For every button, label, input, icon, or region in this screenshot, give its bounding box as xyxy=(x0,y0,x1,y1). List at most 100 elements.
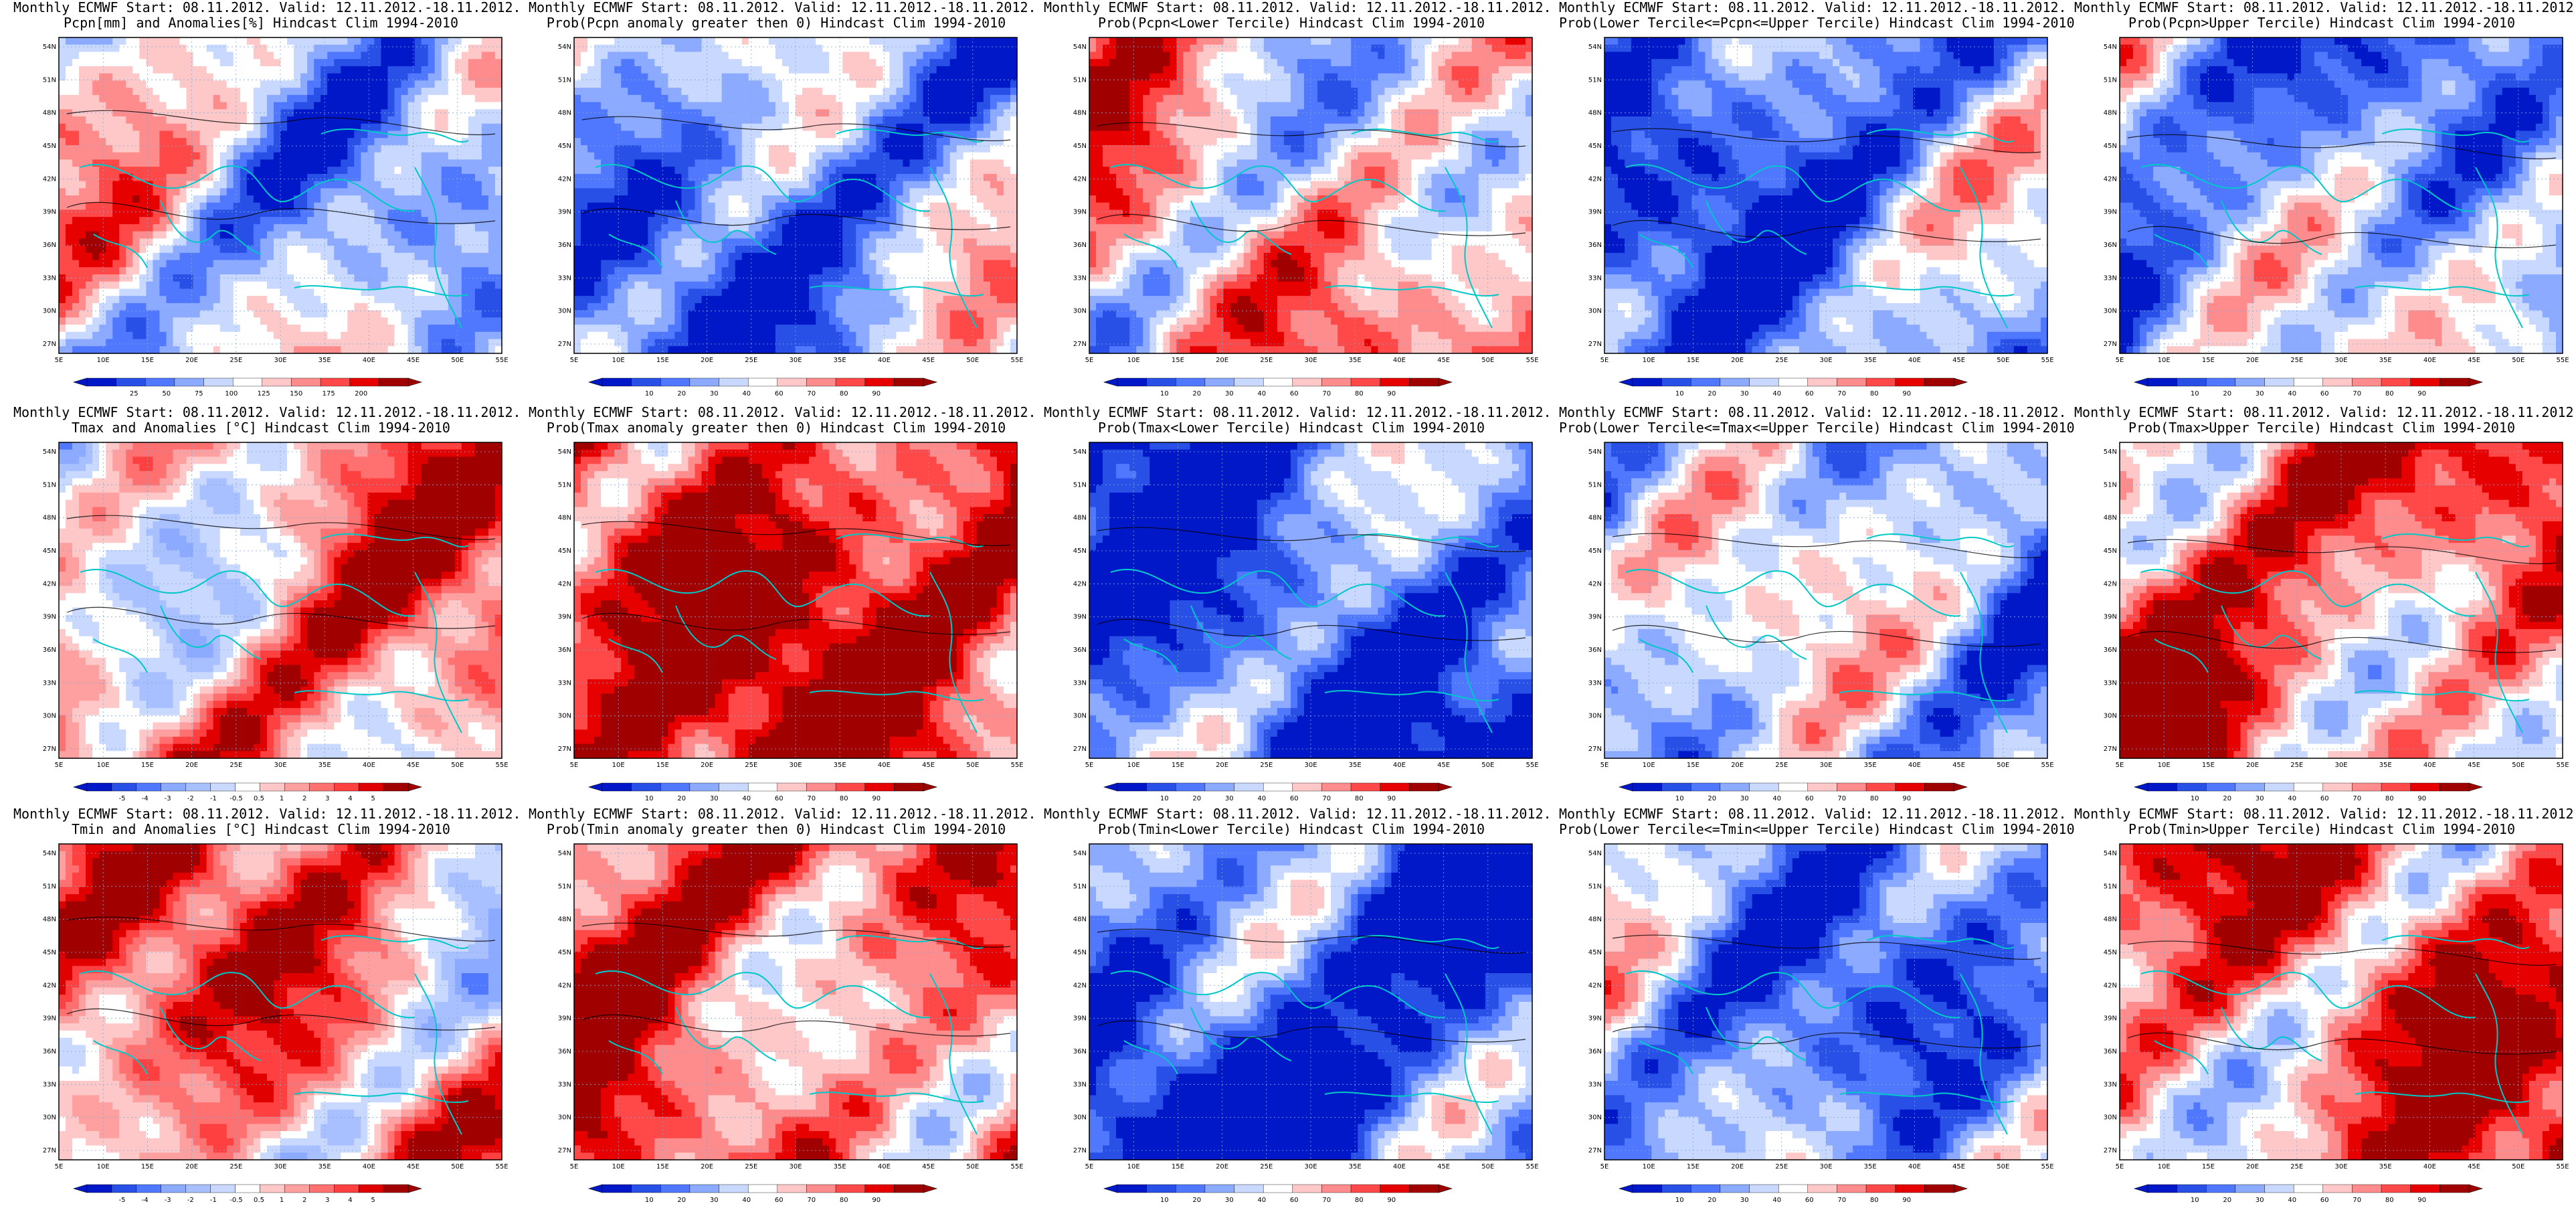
shade-cell xyxy=(634,181,642,189)
map-panel: Monthly ECMWF Start: 08.11.2012. Valid: … xyxy=(13,0,509,402)
shade-cell xyxy=(166,174,173,181)
shade-cell xyxy=(930,88,937,95)
shade-cell xyxy=(495,325,502,332)
shade-cell xyxy=(79,80,86,88)
shade-cell xyxy=(428,59,436,66)
shade-cell xyxy=(789,88,796,95)
shade-cell xyxy=(86,224,93,232)
shade-cell xyxy=(327,167,335,174)
shade-cell xyxy=(180,224,187,232)
shade-cell xyxy=(213,217,221,224)
shade-cell xyxy=(247,102,254,110)
shade-cell xyxy=(287,88,294,95)
shade-cell xyxy=(715,109,723,116)
panel-title-line1: Monthly ECMWF Start: 08.11.2012. Valid: … xyxy=(529,0,1024,15)
shade-cell xyxy=(789,102,796,110)
shade-cell xyxy=(930,102,937,110)
shade-cell xyxy=(92,217,100,224)
shade-cell xyxy=(789,80,796,88)
shade-cell xyxy=(173,138,181,145)
shade-cell xyxy=(789,138,796,145)
shade-cell xyxy=(320,37,328,45)
shade-cell xyxy=(755,59,763,66)
shade-cell xyxy=(455,45,462,52)
shade-cell xyxy=(943,138,951,145)
shade-cell xyxy=(59,116,66,124)
shade-cell xyxy=(634,174,642,181)
shade-cell xyxy=(836,102,843,110)
shade-cell xyxy=(66,296,73,303)
shade-cell xyxy=(462,224,469,232)
shade-cell xyxy=(166,311,173,318)
shade-cell xyxy=(334,288,341,296)
shade-cell xyxy=(99,224,106,232)
shade-cell xyxy=(802,80,810,88)
shade-cell xyxy=(220,232,227,239)
shade-cell xyxy=(159,167,167,174)
shade-cell xyxy=(775,116,783,124)
shade-cell xyxy=(213,195,221,203)
shade-cell xyxy=(917,102,924,110)
shade-cell xyxy=(435,203,442,210)
shade-cell xyxy=(119,339,126,347)
shade-cell xyxy=(395,188,402,195)
shade-cell xyxy=(422,116,429,124)
shade-cell xyxy=(387,80,395,88)
shade-cell xyxy=(287,37,294,45)
shade-cell xyxy=(153,346,160,353)
shade-cell xyxy=(587,80,595,88)
shade-cell xyxy=(448,339,456,347)
shade-cell xyxy=(159,311,167,318)
shade-cell xyxy=(462,246,469,253)
shade-cell xyxy=(896,181,903,189)
shade-cell xyxy=(923,124,931,131)
shade-cell xyxy=(709,224,716,232)
shade-cell xyxy=(775,131,783,138)
shade-cell xyxy=(495,188,502,195)
shade-cell xyxy=(146,332,153,339)
shade-cell xyxy=(374,52,381,59)
shade-cell xyxy=(227,246,234,253)
shade-cell xyxy=(674,74,682,81)
shade-cell xyxy=(608,80,615,88)
shade-cell xyxy=(775,224,783,232)
shade-cell xyxy=(415,131,422,138)
shade-cell xyxy=(957,88,964,95)
shade-cell xyxy=(769,66,776,74)
shade-cell xyxy=(876,88,883,95)
shade-cell xyxy=(475,102,482,110)
shade-cell xyxy=(139,267,147,274)
shade-cell xyxy=(435,303,442,311)
shade-cell xyxy=(139,325,147,332)
shade-cell xyxy=(106,296,113,303)
shade-cell xyxy=(307,267,314,274)
shade-cell xyxy=(876,203,883,210)
shade-cell xyxy=(92,124,100,131)
shade-cell xyxy=(990,224,998,232)
shade-cell xyxy=(220,303,227,311)
shade-cell xyxy=(990,232,998,239)
shade-cell xyxy=(755,224,763,232)
shade-cell xyxy=(802,45,810,52)
shade-cell xyxy=(482,303,489,311)
shade-cell xyxy=(354,80,361,88)
shade-cell xyxy=(462,59,469,66)
shade-cell xyxy=(72,174,80,181)
shade-cell xyxy=(428,209,436,217)
shade-cell xyxy=(462,209,469,217)
shade-cell xyxy=(408,174,416,181)
shade-cell xyxy=(594,167,602,174)
shade-cell xyxy=(628,102,635,110)
shade-cell xyxy=(475,37,482,45)
shade-cell xyxy=(207,311,214,318)
shade-cell xyxy=(950,88,957,95)
shade-cell xyxy=(984,131,991,138)
shade-cell xyxy=(254,217,261,224)
shade-cell xyxy=(923,153,931,160)
shade-cell xyxy=(59,339,66,347)
shade-cell xyxy=(475,325,482,332)
shade-cell xyxy=(455,88,462,95)
shade-cell xyxy=(274,88,281,95)
shade-cell xyxy=(381,267,388,274)
shade-cell xyxy=(796,188,803,195)
